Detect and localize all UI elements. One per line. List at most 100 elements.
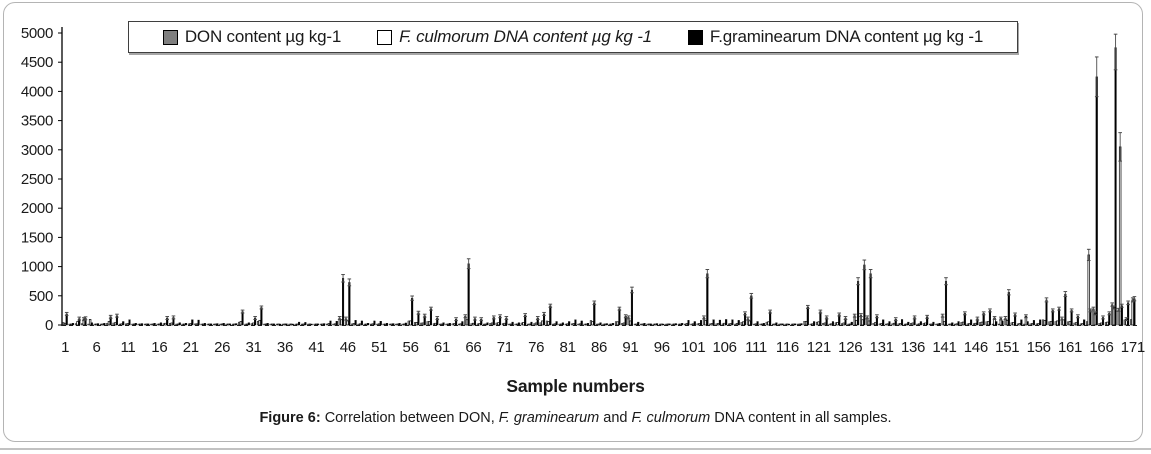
graminearum-bar: [1127, 302, 1130, 326]
graminearum-bar: [329, 320, 332, 326]
x-tick-label: 101: [681, 339, 705, 356]
culmorum-bar: [886, 323, 889, 326]
graminearum-bar: [693, 321, 696, 326]
x-tick-label: 131: [870, 339, 894, 356]
culmorum-bar: [578, 323, 582, 326]
graminearum-bar: [122, 321, 125, 326]
culmorum-bar: [559, 323, 563, 326]
graminearum-bar: [957, 321, 960, 326]
culmorum-bar: [522, 322, 525, 326]
culmorum-bar: [949, 323, 952, 326]
culmorum-bar: [289, 323, 293, 326]
page-bottom-divider: [0, 448, 1151, 450]
culmorum-bar: [402, 323, 406, 326]
graminearum-bar: [944, 281, 948, 326]
culmorum-bar: [830, 323, 833, 326]
culmorum-bar: [572, 323, 575, 326]
culmorum-bar: [321, 323, 324, 326]
don-series-swatch-icon: [162, 29, 178, 45]
culmorum-bar: [371, 323, 374, 326]
graminearum-bar: [467, 263, 470, 326]
culmorum-bar: [729, 323, 732, 326]
culmorum-bar: [88, 319, 92, 326]
culmorum-bar: [710, 323, 714, 326]
culmorum-bar: [390, 323, 393, 326]
y-tick-label: 2000: [21, 200, 53, 217]
graminearum-bar: [762, 323, 765, 326]
graminearum-bar: [335, 321, 338, 326]
culmorum-bar: [641, 323, 645, 326]
culmorum-bar: [151, 323, 155, 326]
culmorum-bar: [817, 321, 820, 326]
culmorum-bar: [855, 319, 858, 326]
culmorum-bar: [440, 323, 444, 326]
x-tick-label: 41: [308, 339, 324, 356]
graminearum-bar: [637, 321, 640, 326]
graminearum-bar: [612, 323, 615, 326]
graminearum-bar: [266, 323, 269, 326]
graminearum-bar: [1064, 293, 1067, 326]
graminearum-bar: [737, 320, 740, 326]
culmorum-bar: [861, 319, 864, 326]
x-tick-label: 106: [713, 339, 737, 356]
graminearum-bar: [869, 273, 872, 326]
graminearum-series-swatch-icon: [687, 29, 703, 45]
culmorum-bar: [654, 323, 657, 326]
culmorum-bar: [472, 322, 475, 326]
culmorum-bar: [629, 320, 632, 326]
x-tick-label: 121: [807, 339, 831, 356]
graminearum-bar: [574, 319, 577, 326]
culmorum-bar: [201, 323, 205, 326]
error-bars: [64, 33, 1137, 322]
culmorum-bar: [352, 323, 356, 326]
legend-label-graminearum: F.graminearum DNA content µg kg -1: [709, 27, 984, 46]
graminearum-bar: [643, 323, 646, 326]
culmorum-bar: [396, 323, 400, 326]
y-tick-label: 5000: [21, 25, 53, 42]
graminearum-bar: [599, 322, 602, 326]
graminearum-bar: [995, 321, 998, 326]
culmorum-bar: [1081, 323, 1084, 326]
graminearum-bar: [323, 323, 326, 326]
graminearum-bar: [191, 319, 194, 326]
x-tick-label: 141: [932, 339, 956, 356]
graminearum-bar: [750, 295, 753, 326]
culmorum-bar: [792, 323, 795, 326]
graminearum-bar: [819, 311, 822, 326]
culmorum-bar: [302, 323, 305, 326]
culmorum-bar: [748, 320, 751, 326]
graminearum-bar: [1032, 320, 1035, 326]
culmorum-bar: [409, 320, 412, 326]
culmorum-bar: [811, 323, 814, 326]
culmorum-bar: [673, 323, 676, 326]
x-axis-title: Sample numbers: [506, 376, 645, 396]
chart-legend: DON content µg kg-1 F. culmorum DNA cont…: [128, 21, 1018, 53]
culmorum-bar: [271, 323, 274, 326]
graminearum-bar: [951, 322, 954, 326]
culmorum-bar: [880, 323, 883, 326]
graminearum-bar: [700, 320, 703, 326]
culmorum-bar: [1043, 319, 1046, 326]
culmorum-bar: [95, 323, 98, 326]
graminearum-bar: [687, 320, 690, 326]
graminearum-bar: [1114, 47, 1117, 326]
graminearum-bar: [568, 321, 571, 326]
graminearum-bar: [586, 323, 590, 326]
culmorum-bar: [158, 323, 161, 326]
x-tick-label: 81: [560, 339, 576, 356]
culmorum-bar: [930, 323, 933, 326]
graminearum-bar: [718, 319, 721, 326]
culmorum-bar: [490, 322, 494, 326]
culmorum-bar: [384, 323, 387, 326]
culmorum-bar: [924, 322, 927, 326]
culmorum-bar: [101, 323, 104, 326]
culmorum-bar: [377, 323, 381, 326]
graminearum-bar: [605, 323, 608, 326]
graminearum-bar: [486, 322, 489, 326]
y-tick-label: 0: [45, 317, 53, 334]
x-tick-label: 51: [371, 339, 387, 356]
graminearum-bar: [1089, 310, 1092, 326]
x-tick-label: 116: [776, 339, 799, 356]
culmorum-bar: [666, 323, 670, 326]
graminearum-bar: [549, 305, 552, 326]
